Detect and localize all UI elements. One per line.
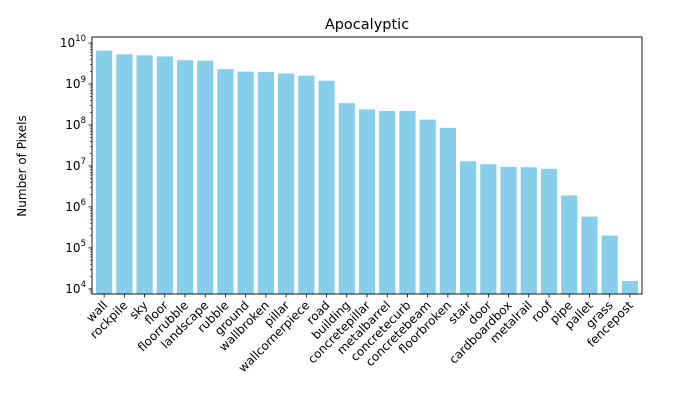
bar-building bbox=[338, 103, 355, 294]
bar-metalrail bbox=[520, 167, 537, 294]
bar-pillar bbox=[278, 73, 295, 294]
y-tick-label: 107 bbox=[65, 157, 86, 173]
y-tick-label: 105 bbox=[65, 239, 86, 255]
bar-road bbox=[318, 80, 335, 294]
bar-fencepost bbox=[621, 281, 638, 294]
bar-landscape bbox=[197, 60, 214, 295]
bar-floor bbox=[156, 56, 173, 295]
bar-concretebeam bbox=[419, 119, 436, 294]
bar-wallbroken bbox=[257, 72, 274, 294]
bar-rockpile bbox=[116, 54, 133, 294]
bar-concretecurb bbox=[399, 110, 416, 294]
bar-pipe bbox=[561, 195, 578, 294]
bar-concretepillar bbox=[358, 109, 376, 295]
bar-metalbarrel bbox=[379, 110, 396, 294]
bar-rubble bbox=[217, 69, 234, 295]
bar-wallcornerpiece bbox=[298, 75, 315, 294]
chart-title: Apocalyptic bbox=[325, 17, 409, 33]
bar-floorrubble bbox=[176, 60, 194, 295]
bar-stair bbox=[460, 161, 477, 294]
bar-cardboardbox bbox=[500, 166, 517, 294]
bar-door bbox=[480, 164, 497, 294]
bar-grass bbox=[601, 235, 618, 294]
y-ticks-group: 104 105 106 107 108 109 1010 bbox=[60, 34, 92, 296]
y-tick-label: 108 bbox=[65, 116, 86, 132]
plot-frame bbox=[91, 36, 643, 295]
y-tick-label: 106 bbox=[65, 198, 86, 214]
y-tick-label: 104 bbox=[65, 280, 86, 296]
y-axis-label: Number of Pixels bbox=[15, 115, 29, 216]
bar-ground bbox=[237, 71, 254, 294]
y-tick-label: 1010 bbox=[60, 34, 86, 50]
y-tick-label: 109 bbox=[65, 75, 86, 91]
bar-sky bbox=[136, 55, 153, 294]
bar-floorbroken bbox=[439, 127, 456, 294]
bar-wall bbox=[96, 50, 113, 294]
bar-roof bbox=[540, 168, 558, 294]
bar-pallet bbox=[581, 216, 598, 294]
bars-group bbox=[96, 50, 638, 295]
